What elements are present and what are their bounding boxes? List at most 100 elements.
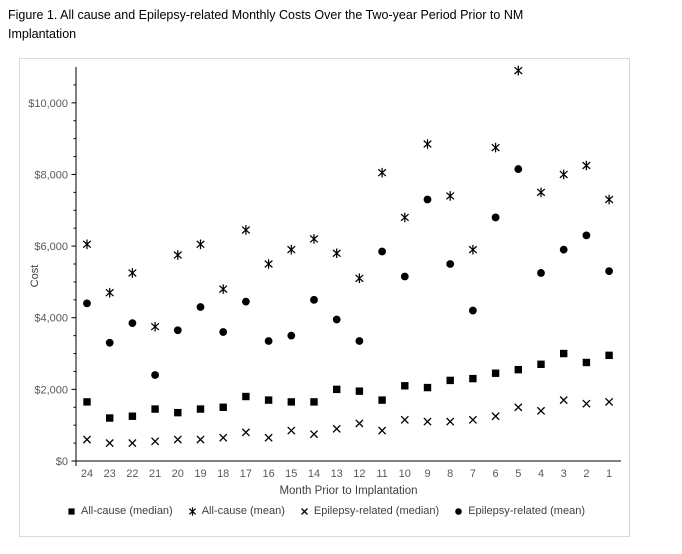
marker-asterisk xyxy=(423,139,432,149)
x-axis-tick-label: 1 xyxy=(606,468,612,480)
marker-square xyxy=(174,408,182,417)
marker-square xyxy=(264,396,273,404)
marker-square xyxy=(582,358,591,367)
marker-square xyxy=(355,387,364,395)
marker-asterisk xyxy=(377,167,387,178)
marker-asterisk xyxy=(218,284,228,294)
x-axis-tick-label: 11 xyxy=(376,468,387,480)
marker-circle xyxy=(151,371,160,379)
marker-circle xyxy=(455,507,463,515)
marker-x xyxy=(423,417,432,426)
legend-marker-circle-icon xyxy=(455,507,463,515)
marker-x xyxy=(332,424,341,433)
marker-circle xyxy=(83,299,91,308)
marker-x xyxy=(196,435,205,444)
figure-title: Figure 1. All cause and Epilepsy-related… xyxy=(8,8,524,42)
marker-asterisk xyxy=(196,239,205,250)
marker-circle xyxy=(423,195,432,204)
marker-x xyxy=(151,437,160,446)
marker-asterisk xyxy=(287,244,296,255)
marker-square xyxy=(106,414,114,422)
marker-asterisk xyxy=(491,142,500,153)
marker-circle xyxy=(105,338,114,347)
legend-item: All-cause (mean) xyxy=(187,505,285,517)
marker-square xyxy=(423,383,432,392)
marker-x xyxy=(287,426,296,435)
marker-asterisk xyxy=(559,169,568,180)
marker-square xyxy=(514,365,522,374)
y-axis-tick-label: $10,000 xyxy=(28,98,68,110)
x-axis-tick-label: 14 xyxy=(308,468,320,480)
marker-square xyxy=(151,405,159,413)
y-axis-tick-label: $2,000 xyxy=(34,384,68,396)
marker-asterisk xyxy=(536,187,546,198)
marker-x xyxy=(536,406,546,415)
x-axis-tick-label: 12 xyxy=(353,468,365,480)
marker-x xyxy=(446,417,455,426)
marker-circle xyxy=(537,269,545,277)
marker-circle xyxy=(173,326,182,335)
marker-circle xyxy=(355,337,364,345)
marker-asterisk xyxy=(582,160,591,171)
x-axis-tick-label: 20 xyxy=(172,468,184,480)
marker-square xyxy=(446,376,454,385)
marker-square xyxy=(68,507,75,515)
x-axis-tick-label: 23 xyxy=(104,468,116,480)
marker-x xyxy=(264,433,273,442)
x-axis-tick-label: 8 xyxy=(447,468,453,480)
marker-circle xyxy=(514,165,523,173)
marker-circle xyxy=(287,331,296,340)
marker-square xyxy=(469,374,477,383)
marker-x xyxy=(300,507,308,515)
series-epilepsy-related-mean- xyxy=(83,165,613,379)
x-axis-tick-label: 10 xyxy=(399,468,411,480)
y-axis-title: Cost xyxy=(29,265,41,288)
legend-label: All-cause (mean) xyxy=(201,505,285,517)
series-all-cause-median- xyxy=(83,349,613,422)
x-axis-tick-label: 4 xyxy=(538,468,544,480)
marker-square xyxy=(560,349,568,358)
legend-label: All-cause (median) xyxy=(81,505,173,517)
x-axis-title: Month Prior to Implantation xyxy=(279,485,417,497)
legend-item: All-cause (median) xyxy=(66,505,173,517)
marker-x xyxy=(309,430,319,439)
marker-x xyxy=(378,426,387,435)
marker-x xyxy=(605,397,614,406)
marker-circle xyxy=(605,267,613,276)
marker-asterisk xyxy=(173,250,183,260)
y-axis-tick-label: $4,000 xyxy=(34,313,68,325)
marker-x xyxy=(173,435,182,444)
marker-asterisk xyxy=(105,287,114,298)
marker-circle xyxy=(219,328,228,336)
marker-x xyxy=(219,433,228,442)
marker-circle xyxy=(128,319,137,327)
legend-marker-asterisk-icon xyxy=(188,506,196,516)
marker-square xyxy=(378,396,386,404)
x-axis-tick-label: 19 xyxy=(194,468,206,480)
marker-asterisk xyxy=(332,248,341,259)
marker-circle xyxy=(242,297,250,306)
marker-circle xyxy=(469,306,477,315)
marker-square xyxy=(219,403,227,411)
marker-x xyxy=(491,412,500,421)
marker-circle xyxy=(582,231,591,240)
marker-asterisk xyxy=(188,506,196,516)
marker-square xyxy=(333,385,341,394)
marker-square xyxy=(401,382,409,390)
marker-circle xyxy=(559,245,568,254)
marker-x xyxy=(468,415,477,424)
legend-label: Epilepsy-related (median) xyxy=(313,505,440,517)
marker-square xyxy=(605,351,613,360)
x-axis-tick-label: 6 xyxy=(493,468,499,480)
marker-circle xyxy=(400,272,409,281)
x-axis-tick-label: 22 xyxy=(126,468,138,480)
marker-square xyxy=(196,405,205,413)
marker-circle xyxy=(264,337,273,345)
marker-asterisk xyxy=(241,225,251,235)
marker-square xyxy=(287,398,295,406)
marker-circle xyxy=(446,260,455,268)
marker-circle xyxy=(196,303,205,311)
marker-circle xyxy=(332,315,341,324)
